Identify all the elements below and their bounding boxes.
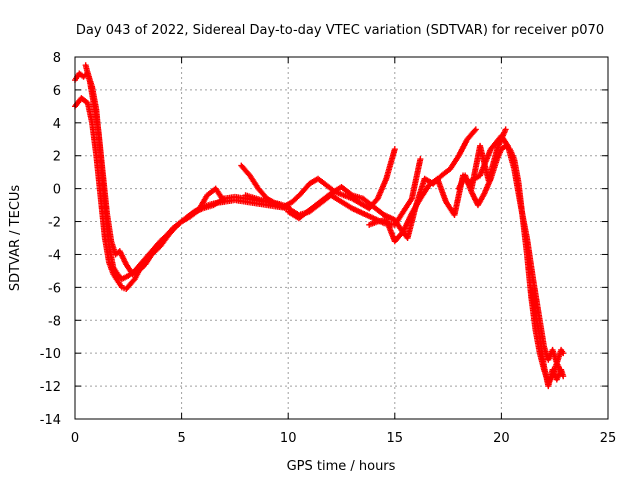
y-tick-label: -12 [40,380,61,395]
y-axis-title: SDTVAR / TECUs [8,185,23,292]
y-tick-label: -6 [48,281,61,296]
y-tick-label: -4 [48,248,61,263]
x-tick-labels: 0 5 10 15 20 25 [71,431,616,446]
x-axis-title: GPS time / hours [287,459,396,474]
x-tick-label: 25 [600,431,617,446]
ticks [74,56,609,420]
data-point [560,350,567,357]
data-point [472,126,479,133]
plot-frame [74,56,609,420]
x-tick-label: 20 [493,431,510,446]
data-point [471,127,478,134]
y-tick-label: 2 [53,150,61,165]
data-point [502,126,509,133]
data-points [72,62,567,390]
y-tick-label: 4 [53,117,61,132]
x-tick-label: 10 [280,431,297,446]
series-10 [528,287,567,390]
y-tick-labels: -14 -12 -10 -8 -6 -4 -2 0 2 4 6 8 [40,51,61,428]
series-9 [466,132,567,367]
x-tick-label: 15 [387,431,404,446]
data-point [391,146,398,153]
y-tick-label: 6 [53,84,61,99]
y-tick-label: -8 [48,314,61,329]
series-3 [82,62,228,278]
y-tick-label: -14 [40,413,61,428]
x-tick-label: 0 [71,431,79,446]
x-tick-label: 5 [177,431,185,446]
data-point [417,156,424,163]
y-tick-label: -10 [40,347,61,362]
chart-title: Day 043 of 2022, Sidereal Day-to-day VTE… [76,23,604,38]
data-point [221,198,228,205]
data-point [560,373,567,380]
y-tick-label: 8 [53,51,61,66]
y-tick-label: -2 [48,216,61,231]
y-tick-label: 0 [53,183,61,198]
